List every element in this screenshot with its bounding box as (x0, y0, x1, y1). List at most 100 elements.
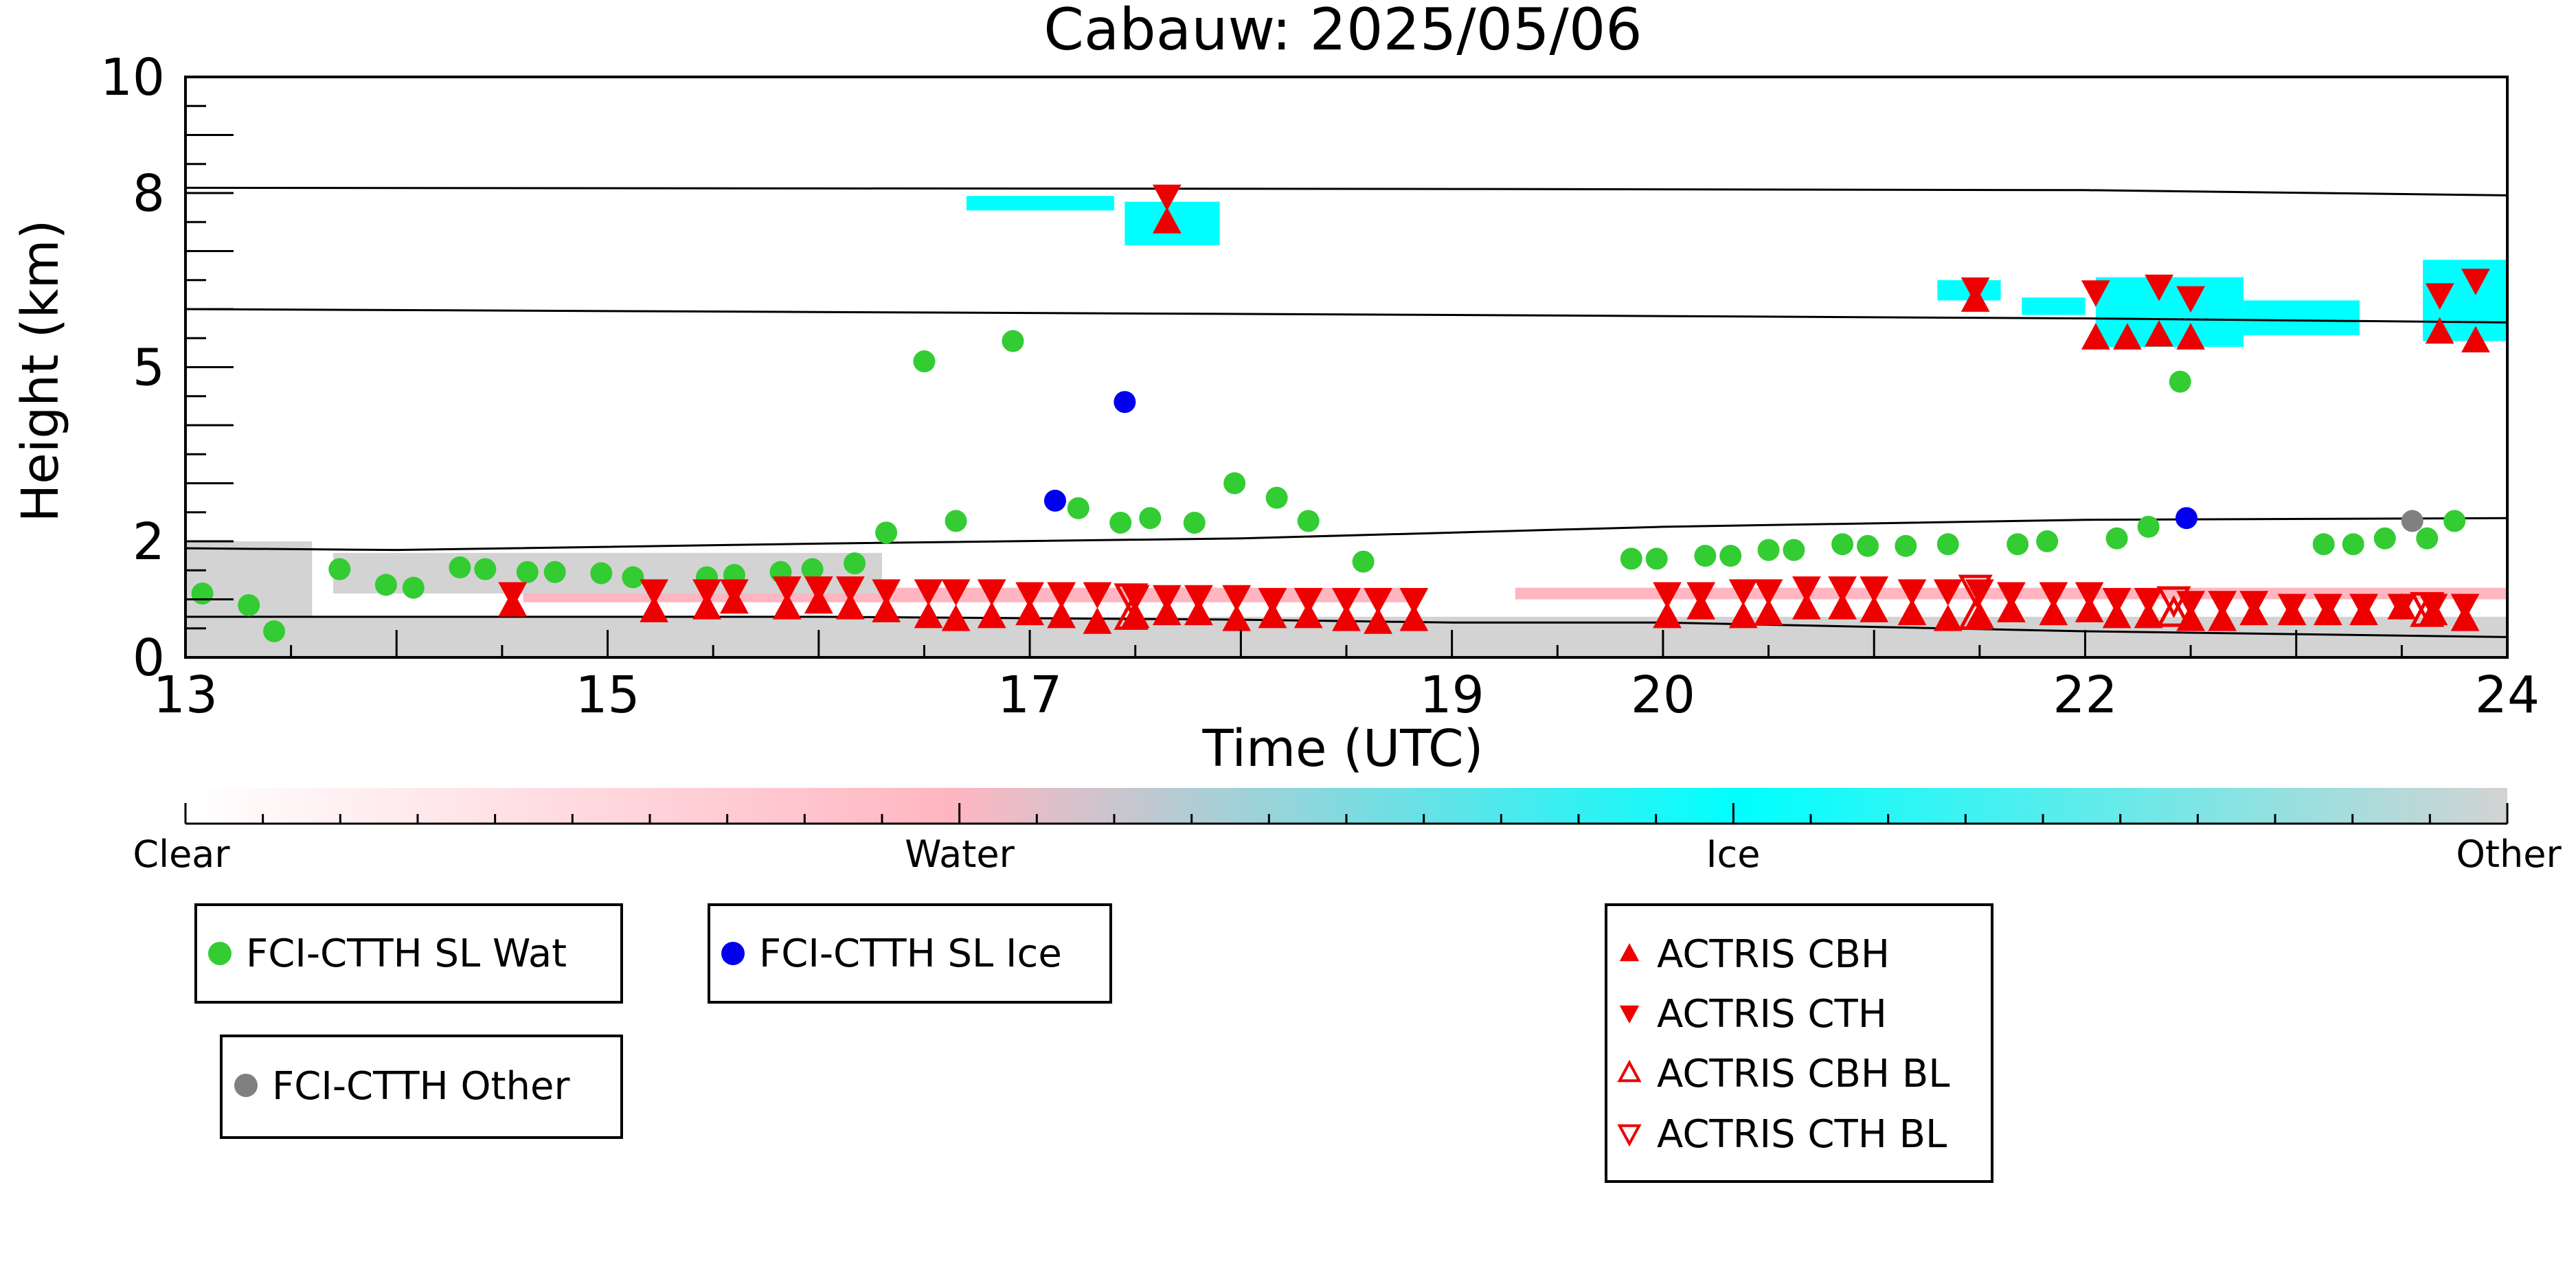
cth-marker (2450, 594, 2480, 620)
cth-marker (1015, 582, 1044, 609)
data-point (875, 521, 898, 544)
cbh-marker (772, 593, 802, 620)
data-point (2416, 527, 2439, 550)
colorbar-label-ice: Ice (1706, 833, 1761, 876)
x-axis-label: Time (UTC) (1201, 719, 1483, 778)
x-tick-label: 17 (997, 666, 1062, 725)
data-point (449, 556, 471, 579)
data-point (1067, 497, 1089, 519)
cth-marker (1754, 579, 1783, 606)
data-point (1139, 507, 1162, 530)
cbh-marker (2102, 601, 2132, 629)
cbh-marker (836, 593, 865, 620)
cbh-marker (1258, 601, 1287, 629)
cth-marker (1293, 588, 1323, 615)
cth-marker (836, 576, 865, 603)
data-point (2007, 533, 2029, 556)
cbh-marker (1933, 605, 1963, 631)
data-point (1936, 533, 1959, 556)
cth-marker (1897, 579, 1927, 606)
cbh-marker (692, 593, 721, 620)
data-point (2401, 510, 2424, 532)
cth-marker (1933, 579, 1963, 606)
cbh-marker (1222, 605, 1252, 631)
cth-marker (2102, 588, 2132, 615)
cbh-marker (1828, 593, 1857, 620)
data-point (402, 576, 425, 599)
legend-marker-cth (1619, 1005, 1640, 1024)
cbh-marker (977, 601, 1006, 629)
x-tick-label: 15 (575, 666, 640, 725)
cbh-marker (1047, 601, 1076, 629)
data-point (801, 558, 824, 580)
cth-marker (2039, 582, 2068, 609)
data-point (1719, 545, 1742, 567)
data-point (1856, 534, 1879, 557)
data-point (2105, 527, 2128, 550)
cbh-marker (2410, 595, 2445, 627)
data-point (1183, 511, 1206, 534)
cth-marker (1997, 582, 2026, 609)
data-point (1297, 510, 1320, 532)
colorbar-label-clear: Clear (133, 833, 230, 876)
data-point (328, 558, 351, 580)
data-point (1043, 489, 1066, 512)
legend-box-other: FCI-CTTH Other (220, 1035, 623, 1139)
legend-marker-other (234, 1074, 258, 1097)
cth-marker (1222, 585, 1252, 612)
cth-marker (2277, 594, 2307, 620)
data-point (191, 583, 214, 605)
cth-marker (1728, 579, 1758, 606)
data-point (2137, 515, 2160, 538)
cth-marker (2075, 582, 2104, 609)
cth-marker (2387, 594, 2417, 620)
data-point (1114, 391, 1136, 414)
cth-marker (2145, 274, 2173, 302)
cloud-region (966, 196, 1114, 211)
cbh-marker (941, 605, 971, 631)
y-tick-label: 10 (100, 48, 165, 107)
cbh-marker (1958, 598, 1993, 630)
data-point (1002, 330, 1024, 352)
legend-marker-sl-ice (721, 942, 745, 965)
cth-marker (2349, 594, 2378, 620)
cbh-marker (2081, 323, 2110, 350)
cbh-marker (2145, 320, 2173, 347)
data-point (2169, 370, 2191, 393)
cbh-marker (2156, 595, 2191, 627)
cbh-marker (640, 596, 669, 622)
data-point (2443, 510, 2466, 532)
cbh-marker (1997, 596, 2026, 622)
y-tick-label: 8 (133, 164, 165, 223)
cth-marker (2156, 586, 2191, 618)
legend-box-sl-ice: FCI-CTTH SL Ice (708, 903, 1112, 1004)
cbh-marker (1897, 598, 1927, 626)
x-axis-ticks: 13 15 17 19 20 22 24 (153, 630, 2540, 725)
y-tick-label: 5 (133, 339, 165, 398)
data-point (263, 620, 286, 642)
legend-marker-cbh (1617, 1059, 1642, 1083)
y-axis-ticks: 0 2 5 8 10 (100, 48, 234, 688)
cloud-region (2022, 297, 2086, 315)
data-point (1757, 539, 1780, 561)
data-point (945, 510, 967, 532)
cth-marker (1083, 582, 1112, 609)
data-point (2175, 507, 2197, 530)
cth-marker (772, 576, 802, 603)
data-point (1265, 486, 1288, 509)
y-tick-label: 2 (133, 512, 165, 572)
legend-label-other: FCI-CTTH Other (272, 1064, 570, 1109)
data-point (1223, 472, 1246, 495)
cth-marker (1184, 585, 1213, 612)
cbh-marker (872, 596, 901, 622)
markers-layer (191, 184, 2490, 642)
cbh-marker (2039, 598, 2068, 626)
cth-marker (1828, 576, 1857, 603)
legend-label-cbh: ACTRIS CBH (1657, 932, 1890, 977)
cth-marker (2134, 588, 2163, 615)
cbh-marker (1792, 593, 1821, 620)
data-point (1352, 550, 1375, 573)
cloud-region (2243, 300, 2360, 336)
data-point (2036, 530, 2059, 552)
